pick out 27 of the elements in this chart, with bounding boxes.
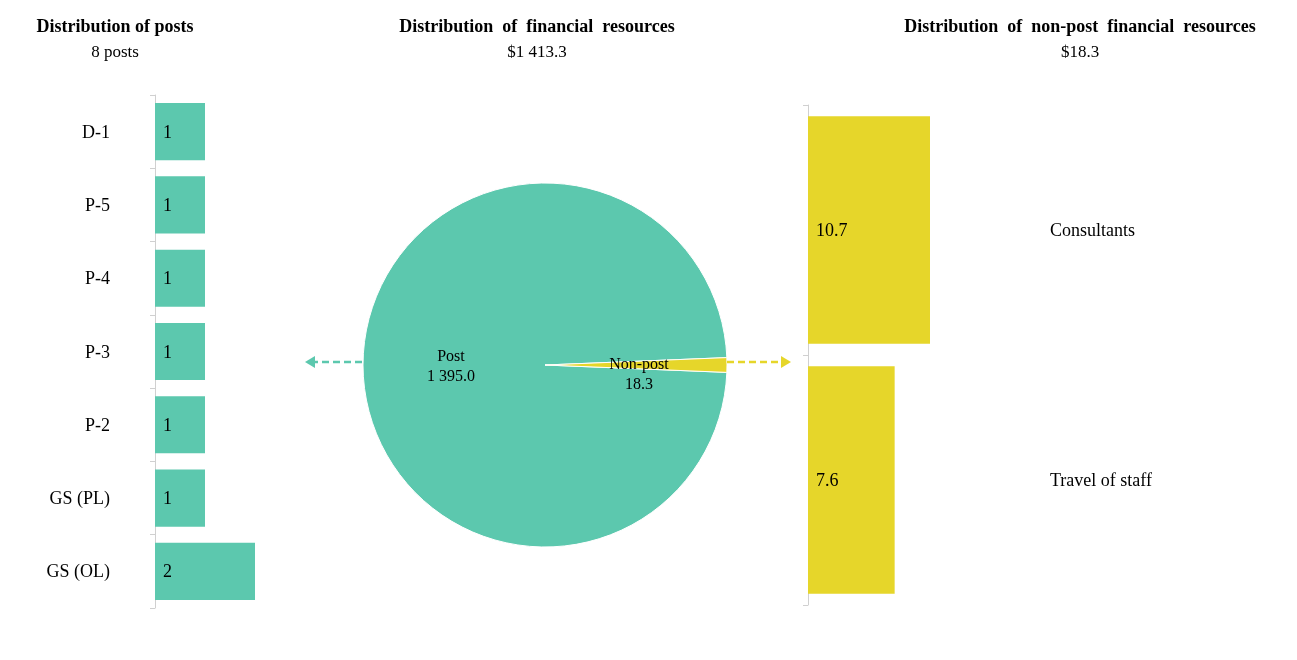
data-label: 1 bbox=[163, 268, 172, 289]
data-label: 1 bbox=[163, 121, 172, 142]
data-label: 10.7 bbox=[816, 220, 848, 240]
data-label: 1 bbox=[163, 488, 172, 509]
y-tick-label: P-5 bbox=[84, 194, 110, 215]
y-tick-label: Travel of staff bbox=[1050, 470, 1152, 490]
data-label: 1 bbox=[163, 341, 172, 362]
y-tick-label: P-3 bbox=[84, 341, 110, 362]
slice-label: Post bbox=[437, 346, 466, 364]
data-label: 2 bbox=[163, 561, 172, 582]
y-tick-label: GS (PL) bbox=[49, 488, 110, 510]
y-tick-label: GS (OL) bbox=[46, 561, 110, 583]
data-label: 1 395.0 bbox=[427, 366, 475, 384]
text: Distribution of non-post financial resources bbox=[904, 16, 1256, 36]
chart-subtitle: 8 posts bbox=[91, 42, 139, 61]
chart-title: Distribution of posts bbox=[36, 16, 194, 36]
text: $18.3 bbox=[1060, 42, 1100, 61]
data-label: 18.3 bbox=[625, 375, 653, 393]
data-label: 1 bbox=[163, 194, 172, 215]
y-tick-label: Consultants bbox=[1050, 220, 1136, 240]
chart-subtitle: $1 413.3 bbox=[507, 42, 567, 61]
data-label: 7.6 bbox=[816, 470, 839, 490]
y-tick-label: P-2 bbox=[84, 414, 110, 435]
data-label: 1 bbox=[163, 414, 172, 435]
y-tick-label: P-4 bbox=[84, 268, 110, 289]
chart-title: Distribution of financial resources bbox=[399, 16, 675, 36]
y-tick-label: D-1 bbox=[82, 121, 110, 142]
